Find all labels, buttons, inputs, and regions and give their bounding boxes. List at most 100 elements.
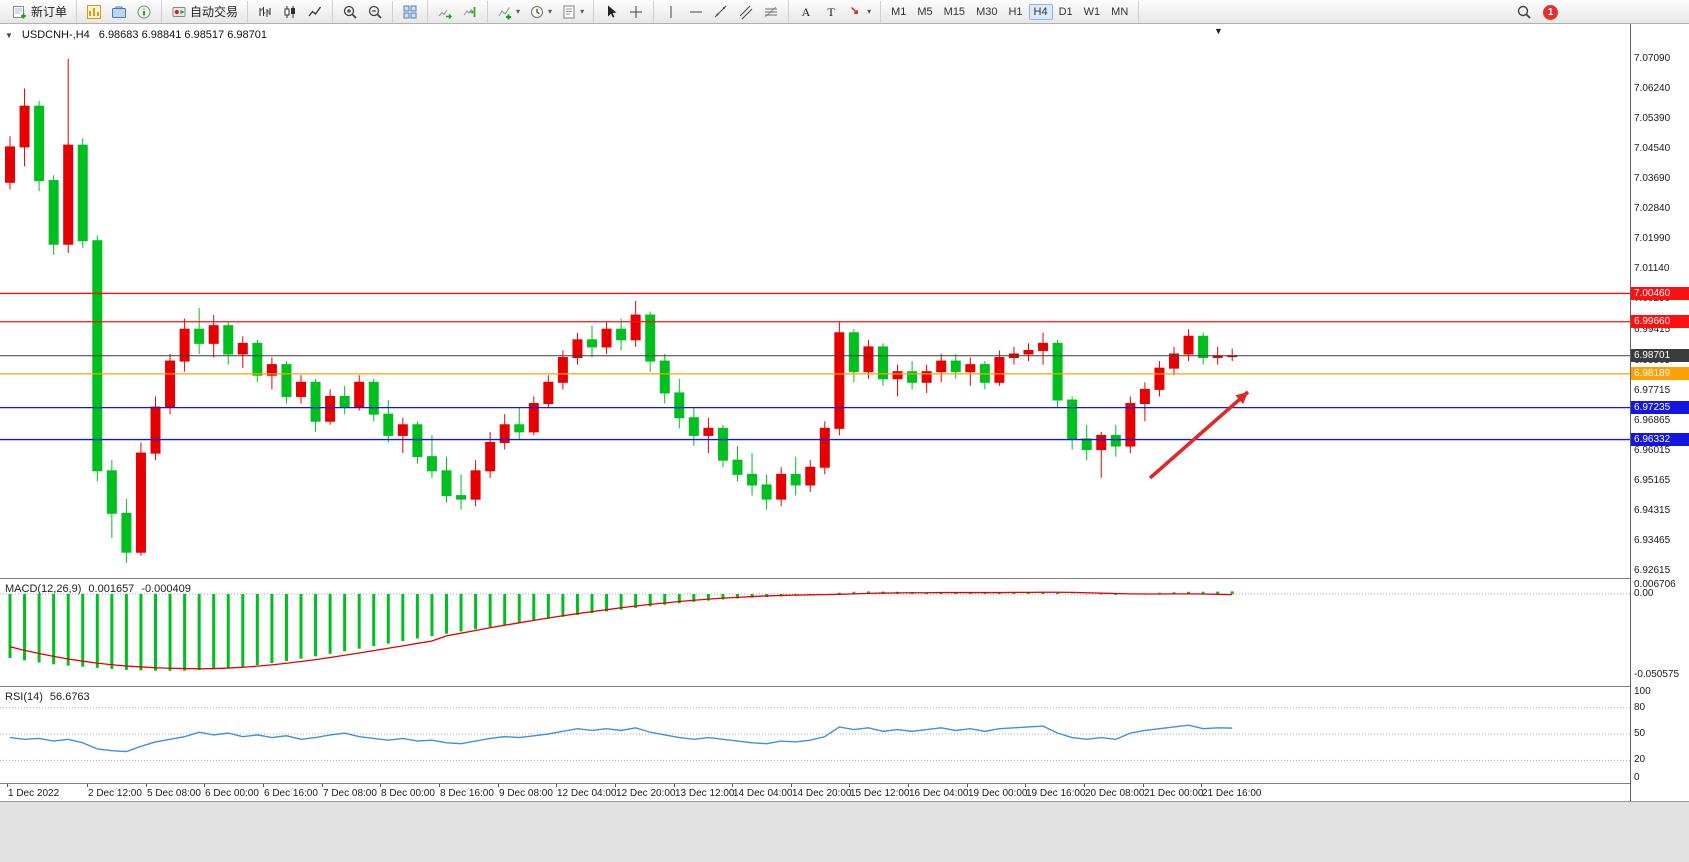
- rsi-axis-label: 80: [1634, 701, 1646, 713]
- indicators-button[interactable]: ▾: [493, 2, 524, 22]
- line-chart-button[interactable]: [303, 2, 327, 22]
- text-label-button[interactable]: T: [819, 2, 843, 22]
- tf-d1-button[interactable]: D1: [1054, 4, 1078, 20]
- price-level-label: 6.97235: [1631, 401, 1689, 415]
- text-button[interactable]: A: [794, 2, 818, 22]
- toolbar-group: A T ▾: [789, 0, 882, 23]
- time-axis[interactable]: 1 Dec 2022 2 Dec 12:00 5 Dec 08:00 6 Dec 00…: [0, 783, 1630, 801]
- time-axis-label: 19 Dec 16:00: [1026, 788, 1086, 799]
- vertical-line-button[interactable]: [659, 2, 683, 22]
- price-axis-label: 6.95165: [1634, 474, 1671, 486]
- new-order-icon: [12, 4, 28, 20]
- price-level-label: 6.96332: [1631, 433, 1689, 447]
- chart-shift-icon: [462, 4, 478, 20]
- notification-badge[interactable]: 1: [1543, 4, 1558, 20]
- time-axis-tick: [439, 784, 440, 787]
- chart-shift-button[interactable]: [458, 2, 482, 22]
- cursor-icon: [603, 4, 619, 20]
- chevron-down-icon[interactable]: ▾: [516, 7, 521, 16]
- toolbar: 新订单 自动交易 ▾ ▾ ▾ A T ▾ M1 M5 M15 M30 H1 H4 D1 W1 MN 1: [0, 0, 1689, 24]
- profiles-button[interactable]: [107, 2, 131, 22]
- main-chart-panel[interactable]: ▼ USDCNH-,H4 6.98683 6.98841 6.98517 6.9…: [0, 24, 1630, 578]
- tf-mn-button[interactable]: MN: [1106, 4, 1133, 20]
- candlestick-chart-canvas[interactable]: [0, 24, 1630, 578]
- equidistant-channel-button[interactable]: [734, 2, 758, 22]
- autotrading-button[interactable]: 自动交易: [167, 1, 242, 22]
- horizontal-line-button[interactable]: [684, 2, 708, 22]
- price-axis-label: 6.94315: [1634, 504, 1671, 516]
- tf-m15-button[interactable]: M15: [939, 4, 970, 20]
- time-axis-tick: [380, 784, 381, 787]
- zoom-out-button[interactable]: [363, 2, 387, 22]
- rsi-name: RSI(14): [5, 691, 43, 703]
- tf-m5-label: M5: [917, 5, 933, 18]
- trendline-button[interactable]: [709, 2, 733, 22]
- fibonacci-button[interactable]: [759, 2, 783, 22]
- templates-icon: [561, 4, 577, 20]
- time-axis-label: 14 Dec 20:00: [792, 788, 852, 799]
- rsi-line: [9, 724, 1233, 753]
- tf-h1-label: H1: [1008, 5, 1023, 18]
- templates-button[interactable]: ▾: [557, 2, 588, 22]
- arrows-button[interactable]: ▾: [844, 2, 875, 22]
- zoom-in-button[interactable]: [338, 2, 362, 22]
- candlestick-chart-button[interactable]: [278, 2, 302, 22]
- tf-m1-label: M1: [891, 5, 907, 18]
- price-axis-label: 7.03690: [1634, 173, 1671, 185]
- rsi-chart-canvas[interactable]: [0, 687, 1630, 783]
- bar-chart-button[interactable]: [253, 2, 277, 22]
- current-price-label: 6.98701: [1631, 349, 1689, 363]
- new-order-label: 新订单: [31, 5, 68, 19]
- tf-h4-button[interactable]: H4: [1028, 3, 1053, 20]
- macd-axis-label: 0.00: [1634, 588, 1654, 599]
- time-axis-label: 15 Dec 12:00: [850, 788, 910, 799]
- price-axis-label: 7.01990: [1634, 233, 1671, 245]
- price-axis[interactable]: 7.07090 7.06240 7.05390 7.04540 7.03690 7.028…: [1630, 24, 1689, 801]
- time-axis-tick: [615, 784, 616, 787]
- refresh-icon: [136, 4, 152, 20]
- one-click-trading-toggle[interactable]: ▼: [5, 30, 13, 40]
- macd-panel[interactable]: MACD(12,26,9) 0.001657 -0.000409: [0, 578, 1630, 686]
- price-axis-label: 7.01140: [1634, 263, 1670, 275]
- new-order-button[interactable]: 新订单: [8, 1, 71, 22]
- cursor-button[interactable]: [599, 2, 623, 22]
- tf-mn-label: MN: [1111, 5, 1129, 18]
- price-level-label: 6.99660: [1631, 315, 1689, 329]
- refresh-button[interactable]: [132, 2, 156, 22]
- auto-scroll-button[interactable]: [433, 2, 457, 22]
- time-axis-label: 19 Dec 00:00: [968, 788, 1028, 799]
- tf-m30-button[interactable]: M30: [971, 4, 1002, 20]
- tf-w1-button[interactable]: W1: [1079, 4, 1106, 20]
- toolbar-group: [594, 0, 655, 23]
- indicators-icon: [497, 4, 513, 20]
- time-axis-label: 14 Dec 04:00: [733, 788, 793, 799]
- new-chart-button[interactable]: [82, 2, 106, 22]
- crosshair-button[interactable]: [624, 2, 648, 22]
- time-axis-tick: [204, 784, 205, 787]
- periods-icon: [529, 4, 545, 20]
- svg-text:A: A: [802, 5, 811, 19]
- zoom-out-icon: [367, 4, 383, 20]
- rsi-axis-label: 20: [1634, 754, 1646, 766]
- chevron-down-icon[interactable]: ▾: [548, 7, 553, 16]
- price-axis-label: 7.07090: [1634, 52, 1671, 64]
- search-button[interactable]: [1512, 2, 1536, 22]
- tf-m5-button[interactable]: M5: [912, 4, 937, 20]
- tf-h1-button[interactable]: H1: [1003, 4, 1027, 20]
- profiles-icon: [111, 4, 127, 20]
- rsi-panel[interactable]: RSI(14) 56.6763: [0, 686, 1630, 783]
- chevron-down-icon[interactable]: ▾: [580, 7, 585, 16]
- chevron-down-icon[interactable]: ▾: [867, 7, 872, 16]
- time-axis-tick: [908, 784, 909, 787]
- tf-m1-button[interactable]: M1: [886, 4, 911, 20]
- chart-window: ▼ USDCNH-,H4 6.98683 6.98841 6.98517 6.9…: [0, 24, 1689, 801]
- macd-chart-canvas[interactable]: [0, 579, 1630, 686]
- price-axis-label: 6.97715: [1634, 384, 1671, 396]
- time-axis-label: 2 Dec 12:00: [88, 788, 142, 799]
- time-axis-label: 9 Dec 08:00: [499, 788, 553, 799]
- macd-signal-value: -0.000409: [141, 583, 191, 595]
- price-axis-label: 6.96015: [1634, 444, 1671, 456]
- periods-button[interactable]: ▾: [525, 2, 556, 22]
- time-axis-tick: [556, 784, 557, 787]
- tile-windows-button[interactable]: [398, 2, 422, 22]
